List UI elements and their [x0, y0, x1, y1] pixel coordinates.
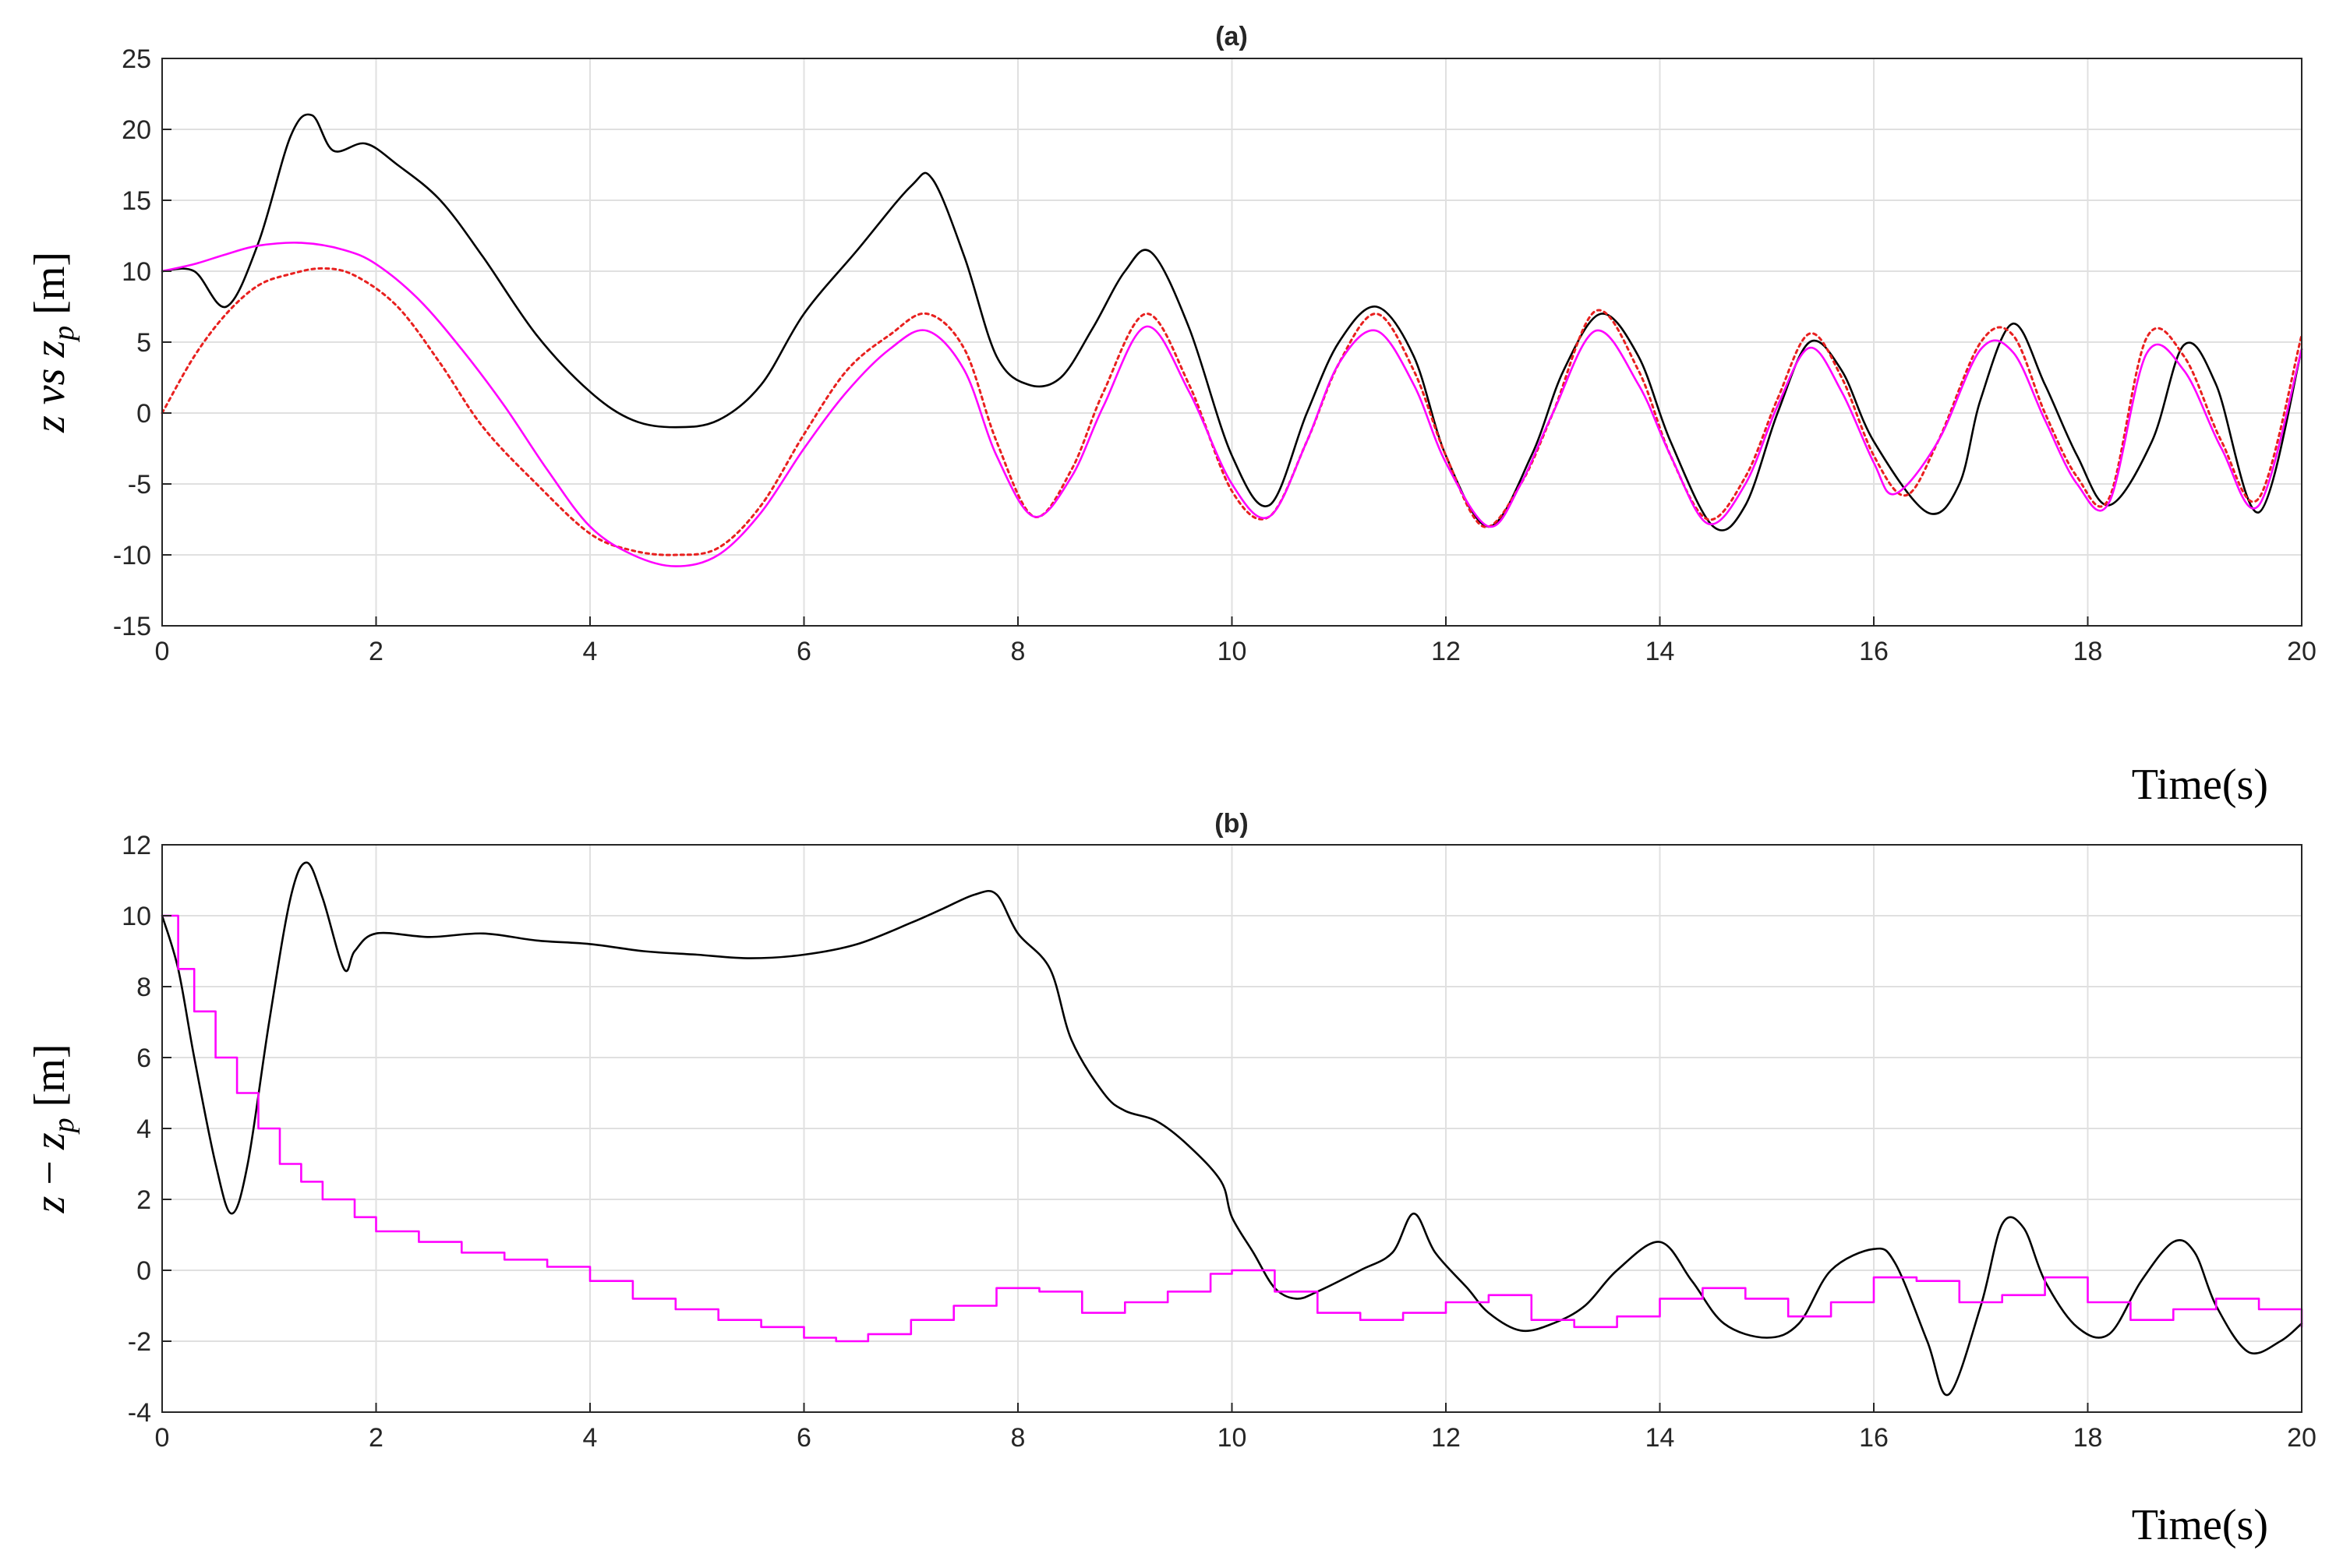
y-tick-label: 0	[136, 399, 151, 429]
x-tick-label: 16	[1859, 1423, 1889, 1453]
y-tick-label: 20	[122, 115, 151, 145]
y-tick-label: 15	[122, 186, 151, 216]
y-tick-label: -4	[128, 1398, 151, 1428]
y-tick-label: -15	[113, 612, 151, 641]
ticks-b: 0 2 4 6 8 10 12 14 16 18 20 -4 -2 0 2 4 6 8 10 12	[122, 831, 2317, 1453]
y-tick-label: 10	[122, 257, 151, 287]
x-tick-label: 10	[1217, 1423, 1247, 1453]
y-tick-label: 2	[136, 1185, 151, 1215]
xlabel-a: Time(s)	[2132, 761, 2268, 809]
x-tick-label: 6	[797, 1423, 811, 1453]
x-tick-label: 18	[2073, 637, 2103, 666]
panel-b: 0 2 4 6 8 10 12 14 16 18 20 -4 -2 0 2 4 6 8 10 12 (b) Time(…	[26, 809, 2317, 1549]
x-tick-label: 12	[1431, 637, 1461, 666]
plot-area-a	[161, 113, 2303, 567]
series-line-a-1	[161, 267, 2303, 556]
y-tick-label: 4	[136, 1114, 151, 1144]
y-tick-label: 0	[136, 1256, 151, 1286]
panel-title-a: (a)	[1215, 22, 1248, 51]
y-tick-label: 25	[122, 44, 151, 74]
x-tick-label: 14	[1645, 637, 1675, 666]
y-tick-label: -2	[128, 1327, 151, 1357]
grid-b	[162, 845, 2302, 1412]
ticks-a: 0 2 4 6 8 10 12 14 16 18 20 -15 -10 -5 0 5 10 15 20 25	[113, 44, 2317, 666]
x-tick-label: 14	[1645, 1423, 1675, 1453]
xlabel-b: Time(s)	[2132, 1501, 2268, 1549]
ylabel-a: z vs zp [m]	[26, 252, 80, 433]
grid-a	[162, 58, 2302, 626]
series-line-b-1	[161, 914, 2303, 1343]
x-tick-label: 2	[369, 1423, 383, 1453]
x-tick-label: 12	[1431, 1423, 1461, 1453]
x-tick-label: 4	[583, 637, 598, 666]
y-tick-label: 8	[136, 973, 151, 1002]
x-tick-label: 18	[2073, 1423, 2103, 1453]
y-tick-label: 12	[122, 831, 151, 860]
x-tick-label: 20	[2287, 637, 2317, 666]
series-line-a-2	[161, 242, 2303, 567]
x-tick-label: 8	[1011, 1423, 1026, 1453]
y-tick-label: -5	[128, 470, 151, 500]
x-tick-label: 0	[155, 1423, 170, 1453]
x-tick-label: 4	[583, 1423, 598, 1453]
y-tick-label: 10	[122, 902, 151, 931]
x-tick-label: 0	[155, 637, 170, 666]
ylabel-b: z − zp [m]	[26, 1044, 80, 1213]
x-tick-label: 16	[1859, 637, 1889, 666]
panel-title-b: (b)	[1214, 809, 1248, 839]
x-tick-label: 2	[369, 637, 383, 666]
x-tick-label: 8	[1011, 637, 1026, 666]
x-tick-label: 20	[2287, 1423, 2317, 1453]
x-tick-label: 6	[797, 637, 811, 666]
series-line-a-0	[161, 113, 2303, 531]
plot-area-b	[161, 861, 2303, 1397]
x-tick-label: 10	[1217, 637, 1247, 666]
y-tick-label: 6	[136, 1044, 151, 1073]
y-tick-label: -10	[113, 541, 151, 570]
y-tick-label: 5	[136, 328, 151, 358]
